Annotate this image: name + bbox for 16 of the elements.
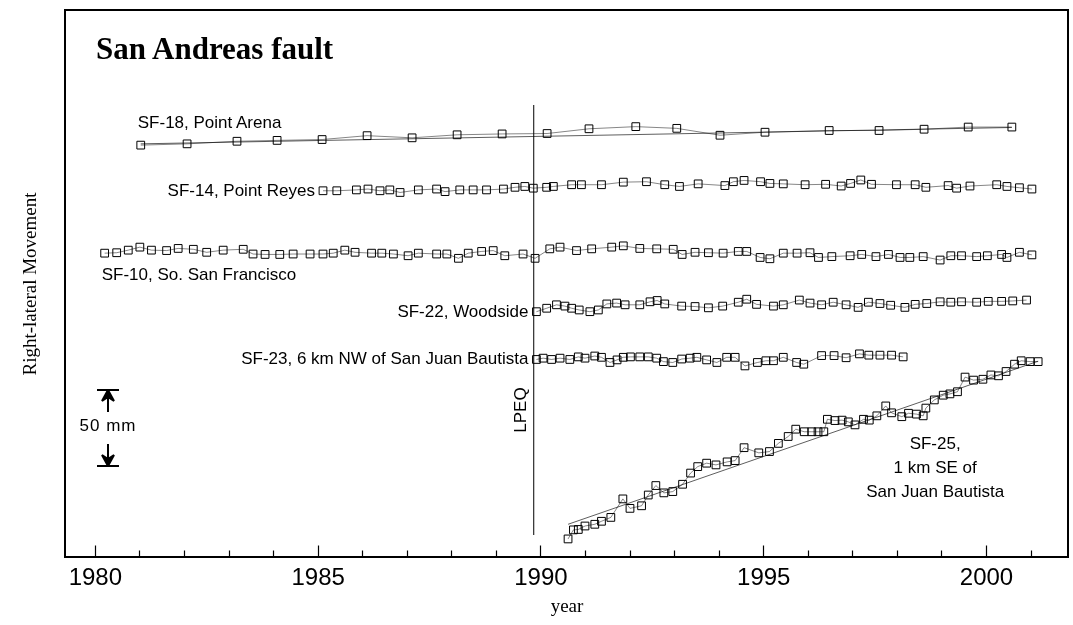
chart-title: San Andreas fault [96,31,334,66]
series-label: SF-10, So. San Francisco [101,265,297,285]
x-tick-label: 1980 [68,562,123,590]
series-label: SF-22, Woodside [397,301,529,321]
x-tick-label: 1995 [737,562,791,590]
x-tick-label: 2000 [959,562,1014,590]
series-label: SF-23, 6 km NW of San Juan Bautista [241,349,529,369]
x-axis-title: year [550,594,585,616]
y-axis-title: Right-lateral Movement [18,191,40,376]
series-label: SF-25, 1 km SE of San Juan Bautista [866,433,1005,501]
x-tick-label: 1985 [291,562,345,590]
ref-line-label: LPEQ [510,387,530,433]
x-tick-label: 1990 [514,562,568,590]
annotation: 50 mm [78,416,138,436]
series-label: SF-18, Point Arena [137,113,282,133]
series-label: SF-14, Point Reyes [167,180,315,200]
